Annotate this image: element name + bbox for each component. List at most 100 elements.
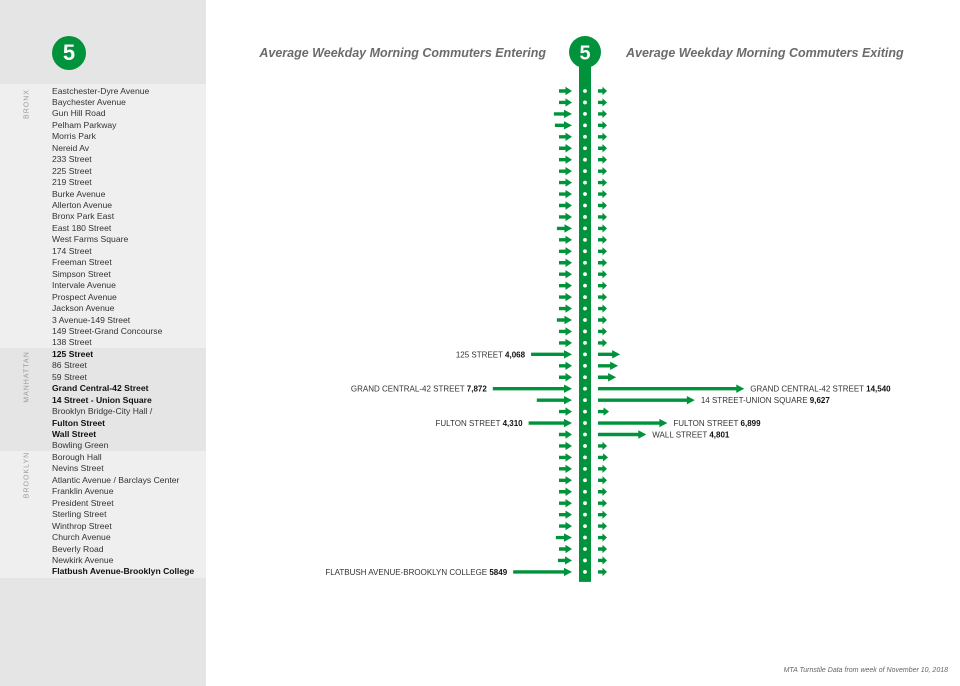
station-name-59-street: 59 Street bbox=[52, 371, 87, 382]
station-name-jackson-avenue: Jackson Avenue bbox=[52, 303, 115, 314]
station-name-nereid-av: Nereid Av bbox=[52, 142, 90, 153]
exiting-arrow-3-avenue-149-street bbox=[598, 315, 607, 325]
station-dot-14-street-union-square bbox=[583, 398, 587, 403]
station-dot-eastchester-dyre-avenue bbox=[583, 89, 587, 93]
entering-arrow-86-street bbox=[559, 361, 572, 370]
exiting-arrow-86-street bbox=[598, 361, 619, 370]
entering-arrow-freeman-street bbox=[559, 258, 572, 267]
entering-arrow-prospect-avenue bbox=[559, 292, 572, 302]
station-dot-morris-park bbox=[583, 134, 587, 139]
exiting-arrow-bronx-park-east bbox=[598, 212, 607, 222]
station-name-gun-hill-road: Gun Hill Road bbox=[52, 108, 106, 119]
entering-arrow-fulton-street bbox=[528, 418, 572, 428]
station-dot-jackson-avenue bbox=[583, 306, 587, 311]
station-name-eastchester-dyre-avenue: Eastchester-Dyre Avenue bbox=[52, 85, 150, 96]
exiting-arrow-intervale-avenue bbox=[598, 281, 607, 290]
exiting-arrow-atlantic-avenue-barclays-center bbox=[598, 476, 607, 485]
exiting-arrow-winthrop-street bbox=[598, 521, 607, 531]
entering-arrow-sterling-street bbox=[559, 510, 572, 519]
exiting-arrow-gun-hill-road bbox=[598, 109, 607, 119]
station-name-brooklyn-bridge-city-hall: Brooklyn Bridge-City Hall / bbox=[52, 406, 153, 417]
exiting-arrow-sterling-street bbox=[598, 510, 607, 519]
exiting-arrow-wall-street bbox=[598, 430, 647, 439]
station-name-bronx-park-east: Bronx Park East bbox=[52, 211, 115, 222]
station-name-bowling-green: Bowling Green bbox=[52, 440, 109, 451]
station-name-233-street: 233 Street bbox=[52, 154, 92, 165]
station-dot-grand-central-42-street bbox=[583, 386, 587, 391]
entering-arrow-church-avenue bbox=[555, 533, 572, 542]
station-dot-3-avenue-149-street bbox=[583, 318, 587, 322]
entering-arrow-bowling-green bbox=[559, 441, 572, 451]
exiting-arrow-174-street bbox=[598, 247, 607, 256]
station-dot-sterling-street bbox=[583, 512, 587, 517]
exiting-arrow-grand-central-42-street bbox=[598, 384, 745, 393]
station-name-president-street: President Street bbox=[52, 497, 114, 508]
station-dot-86-street bbox=[583, 363, 587, 368]
station-dot-138-street bbox=[583, 341, 587, 345]
line-header-badge-number: 5 bbox=[579, 43, 590, 65]
entering-arrow-233-street bbox=[559, 155, 572, 164]
station-dot-233-street bbox=[583, 157, 587, 162]
exiting-arrow-219-street bbox=[598, 178, 607, 187]
station-dot-125-street bbox=[583, 352, 587, 357]
entering-arrow-brooklyn-bridge-city-hall bbox=[559, 407, 572, 416]
entering-arrow-bronx-park-east bbox=[559, 212, 572, 222]
station-name-prospect-avenue: Prospect Avenue bbox=[52, 291, 117, 302]
entering-arrow-east-180-street bbox=[556, 224, 572, 233]
entering-arrow-nereid-av bbox=[559, 144, 572, 153]
exiting-arrow-beverly-road bbox=[598, 544, 607, 554]
exiting-arrow-franklin-avenue bbox=[598, 487, 607, 496]
entering-arrow-beverly-road bbox=[559, 544, 572, 554]
exiting-arrow-225-street bbox=[598, 166, 607, 176]
station-dot-wall-street bbox=[583, 432, 587, 437]
title-exiting: Average Weekday Morning Commuters Exitin… bbox=[626, 46, 904, 60]
station-dot-beverly-road bbox=[583, 547, 587, 551]
exiting-arrow-west-farms-square bbox=[598, 235, 607, 245]
station-name-intervale-avenue: Intervale Avenue bbox=[52, 280, 116, 291]
exiting-arrow-eastchester-dyre-avenue bbox=[598, 86, 607, 96]
station-name-atlantic-avenue-barclays-center: Atlantic Avenue / Barclays Center bbox=[52, 474, 180, 485]
exiting-arrow-burke-avenue bbox=[598, 189, 607, 199]
entering-label-grand-central-42-street: GRAND CENTRAL-42 STREET 7,872 bbox=[351, 385, 487, 394]
station-dot-franklin-avenue bbox=[583, 489, 587, 494]
exiting-arrow-brooklyn-bridge-city-hall bbox=[598, 407, 610, 416]
exiting-label-14-street-union-square: 14 STREET-UNION SQUARE 9,627 bbox=[701, 396, 830, 405]
station-name-franklin-avenue: Franklin Avenue bbox=[52, 486, 114, 497]
entering-arrow-174-street bbox=[559, 247, 572, 256]
station-dot-baychester-avenue bbox=[583, 100, 587, 105]
entering-arrow-225-street bbox=[559, 166, 572, 176]
exiting-arrow-pelham-parkway bbox=[598, 121, 607, 130]
entering-arrow-west-farms-square bbox=[559, 235, 572, 245]
station-name-125-street: 125 Street bbox=[52, 348, 94, 359]
entering-arrow-14-street-union-square bbox=[536, 395, 572, 405]
exiting-arrow-149-street-grand-concourse bbox=[598, 327, 607, 336]
borough-band-bronx bbox=[0, 84, 206, 348]
station-dot-nereid-av bbox=[583, 146, 587, 151]
exiting-arrow-newkirk-avenue bbox=[598, 556, 607, 565]
station-name-allerton-avenue: Allerton Avenue bbox=[52, 200, 113, 210]
exiting-arrow-borough-hall bbox=[598, 453, 609, 462]
station-name-86-street: 86 Street bbox=[52, 360, 87, 371]
station-name-nevins-street: Nevins Street bbox=[52, 463, 104, 474]
station-dot-west-farms-square bbox=[583, 237, 587, 242]
entering-label-flatbush-avenue-brooklyn-college: FLATBUSH AVENUE-BROOKLYN COLLEGE 5849 bbox=[325, 568, 507, 577]
station-name-wall-street: Wall Street bbox=[52, 429, 97, 439]
entering-arrow-burke-avenue bbox=[559, 189, 572, 199]
station-dot-newkirk-avenue bbox=[583, 558, 587, 563]
station-dot-brooklyn-bridge-city-hall bbox=[583, 409, 587, 414]
entering-arrow-3-avenue-149-street bbox=[556, 315, 572, 325]
station-name-east-180-street: East 180 Street bbox=[52, 222, 112, 233]
station-dot-pelham-parkway bbox=[583, 123, 587, 128]
station-dot-allerton-avenue bbox=[583, 203, 587, 208]
exiting-arrow-morris-park bbox=[598, 132, 607, 141]
entering-arrow-149-street-grand-concourse bbox=[559, 327, 572, 336]
station-name-174-street: 174 Street bbox=[52, 245, 92, 256]
station-dot-nevins-street bbox=[583, 466, 587, 471]
exiting-arrow-fulton-street bbox=[598, 418, 668, 428]
entering-arrow-flatbush-avenue-brooklyn-college bbox=[513, 567, 572, 577]
entering-arrow-grand-central-42-street bbox=[492, 384, 572, 393]
station-name-138-street: 138 Street bbox=[52, 337, 92, 348]
station-name-burke-avenue: Burke Avenue bbox=[52, 188, 106, 199]
exiting-arrow-14-street-union-square bbox=[598, 395, 695, 405]
